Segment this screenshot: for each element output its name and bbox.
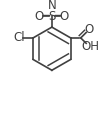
Text: N: N — [47, 0, 56, 12]
Text: Cl: Cl — [13, 31, 25, 44]
Text: O: O — [60, 10, 69, 23]
Text: CH₃: CH₃ — [33, 0, 49, 2]
Text: OH: OH — [82, 40, 100, 53]
Text: CH₃: CH₃ — [54, 0, 71, 2]
Text: O: O — [85, 23, 94, 36]
Text: S: S — [48, 10, 56, 23]
Text: O: O — [35, 10, 44, 23]
